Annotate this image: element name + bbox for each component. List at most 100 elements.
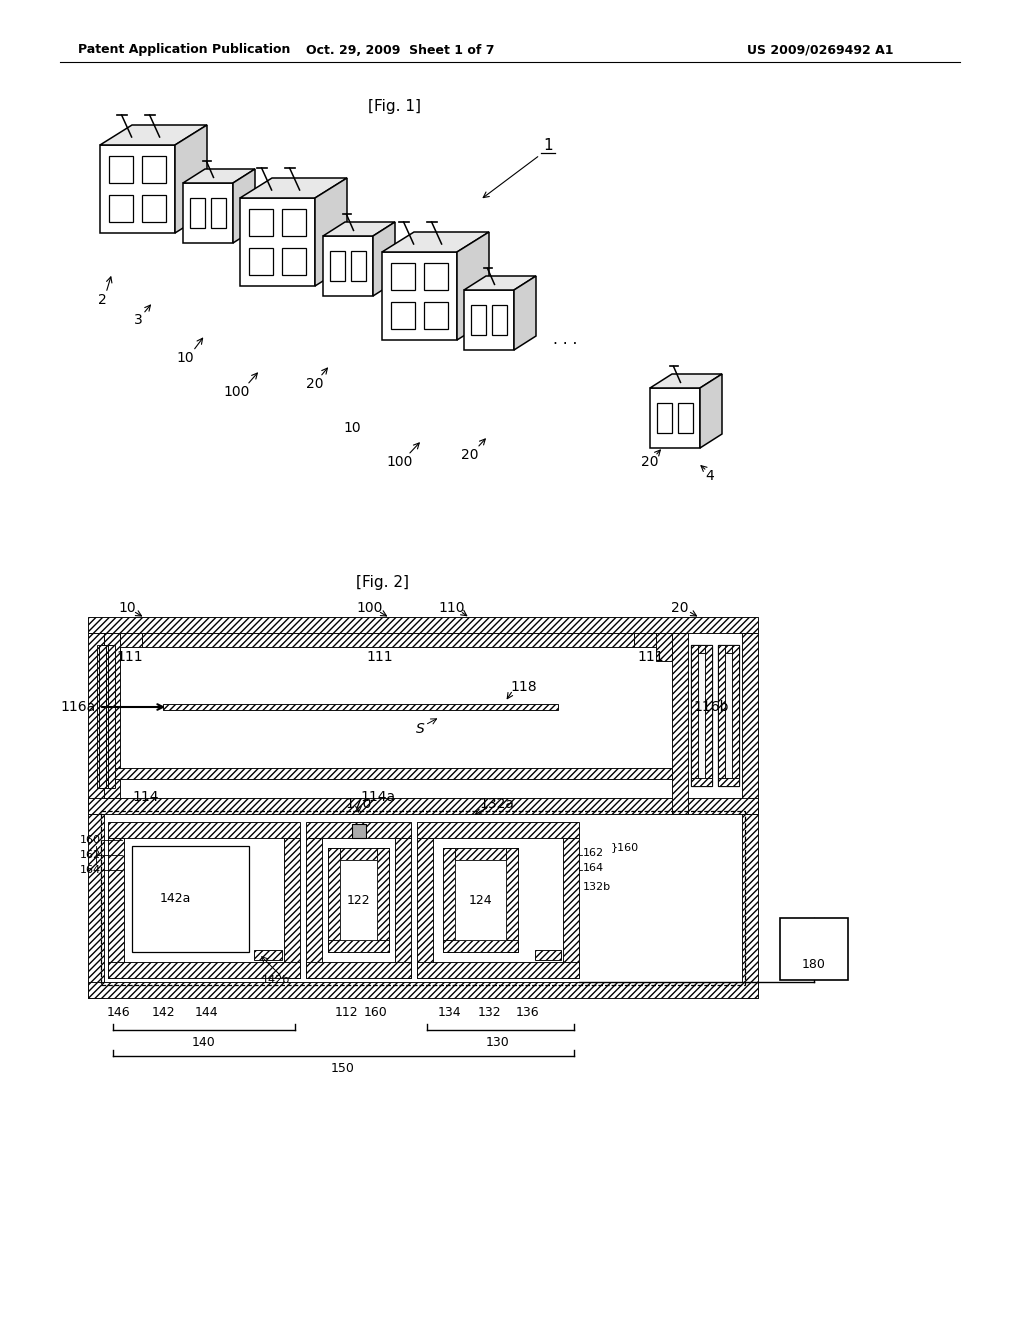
Bar xyxy=(106,780,108,788)
Bar xyxy=(104,634,120,661)
Bar xyxy=(249,248,273,275)
Polygon shape xyxy=(382,232,489,252)
Bar xyxy=(678,403,693,433)
Bar xyxy=(780,917,848,979)
Text: 10: 10 xyxy=(118,601,136,615)
Bar xyxy=(132,846,249,952)
Text: 100: 100 xyxy=(356,601,383,615)
Polygon shape xyxy=(700,374,722,447)
Polygon shape xyxy=(183,183,233,243)
Text: 20: 20 xyxy=(672,601,689,615)
Bar xyxy=(306,838,322,978)
Text: 164: 164 xyxy=(583,863,604,873)
Bar xyxy=(88,799,758,814)
Text: 100: 100 xyxy=(387,455,414,469)
Bar xyxy=(656,403,672,433)
Bar xyxy=(718,645,739,653)
Polygon shape xyxy=(315,178,347,286)
Bar xyxy=(104,780,106,788)
Polygon shape xyxy=(373,222,395,296)
Bar xyxy=(88,634,104,814)
Bar xyxy=(340,861,377,940)
Text: US 2009/0269492 A1: US 2009/0269492 A1 xyxy=(746,44,893,57)
Bar xyxy=(391,263,415,290)
Text: 1: 1 xyxy=(543,137,553,153)
Bar xyxy=(493,305,507,335)
Bar xyxy=(88,616,758,634)
Polygon shape xyxy=(464,290,514,350)
Text: 170: 170 xyxy=(345,797,372,810)
Bar xyxy=(142,194,166,222)
Bar xyxy=(391,302,415,329)
Polygon shape xyxy=(323,236,373,296)
Bar xyxy=(106,645,113,788)
Text: 122: 122 xyxy=(347,894,371,907)
Polygon shape xyxy=(175,125,207,234)
Bar xyxy=(395,838,411,978)
Bar xyxy=(254,950,282,960)
Text: 3: 3 xyxy=(133,313,142,327)
Bar xyxy=(104,634,142,647)
Bar xyxy=(351,824,366,838)
Polygon shape xyxy=(382,252,457,341)
Bar xyxy=(328,847,389,861)
Bar xyxy=(718,645,725,785)
Bar xyxy=(306,962,411,978)
Bar xyxy=(104,645,106,653)
Text: 132b: 132b xyxy=(583,882,611,892)
Bar xyxy=(330,251,345,281)
Bar xyxy=(88,814,104,998)
Text: 111: 111 xyxy=(637,649,664,664)
Text: 111: 111 xyxy=(367,649,393,664)
Text: 20: 20 xyxy=(461,447,479,462)
Bar xyxy=(189,198,205,228)
Text: 10: 10 xyxy=(176,351,194,366)
Text: 146: 146 xyxy=(106,1006,130,1019)
Text: 142: 142 xyxy=(152,1006,175,1019)
Text: 112: 112 xyxy=(334,1006,357,1019)
Bar xyxy=(424,302,449,329)
Bar xyxy=(284,838,300,978)
Polygon shape xyxy=(323,222,395,236)
Bar xyxy=(634,634,672,647)
Text: 118: 118 xyxy=(510,680,537,694)
Text: 116a: 116a xyxy=(60,700,96,714)
Text: 4: 4 xyxy=(706,469,715,483)
Bar xyxy=(109,156,133,183)
Bar xyxy=(104,645,106,788)
Bar xyxy=(108,822,300,838)
Text: 114a: 114a xyxy=(360,789,395,804)
Text: 132: 132 xyxy=(477,1006,501,1019)
Text: 100: 100 xyxy=(224,385,250,399)
Bar xyxy=(691,777,712,785)
Bar xyxy=(417,822,579,838)
Polygon shape xyxy=(100,125,207,145)
Bar xyxy=(691,645,712,653)
Polygon shape xyxy=(457,232,489,341)
Text: 134: 134 xyxy=(437,1006,461,1019)
Text: 142b: 142b xyxy=(262,975,290,985)
Text: 132a: 132a xyxy=(479,797,514,810)
Bar xyxy=(101,810,745,985)
Bar xyxy=(211,198,226,228)
Bar xyxy=(443,940,518,952)
Bar xyxy=(424,263,449,290)
Bar xyxy=(742,634,758,814)
Bar xyxy=(705,645,712,785)
Bar xyxy=(328,847,340,952)
Text: 116b: 116b xyxy=(693,700,728,714)
Bar xyxy=(249,210,273,236)
Bar xyxy=(417,962,579,978)
Bar xyxy=(443,847,518,861)
Text: S: S xyxy=(416,722,424,737)
Bar xyxy=(443,847,455,952)
Text: Oct. 29, 2009  Sheet 1 of 7: Oct. 29, 2009 Sheet 1 of 7 xyxy=(306,44,495,57)
Bar xyxy=(282,248,306,275)
Text: 136: 136 xyxy=(515,1006,539,1019)
Bar xyxy=(672,634,688,814)
Bar xyxy=(142,634,634,647)
Bar xyxy=(535,950,561,960)
Text: 140: 140 xyxy=(193,1035,216,1048)
Bar xyxy=(732,645,739,785)
Polygon shape xyxy=(514,276,536,350)
